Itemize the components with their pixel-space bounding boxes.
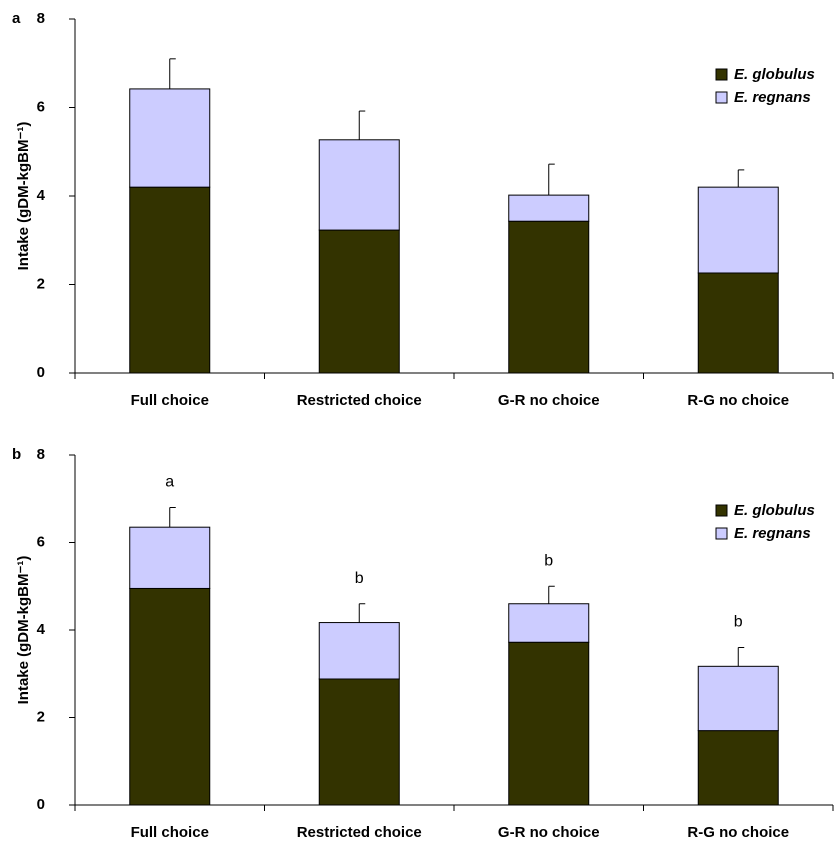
bar-segment <box>318 139 400 231</box>
bar-segment <box>508 641 590 806</box>
legend-text: E. globulus <box>734 66 815 83</box>
x-tick-label: Restricted choice <box>297 824 422 841</box>
significance-letter: a <box>165 474 174 491</box>
bar-segment <box>508 220 590 374</box>
significance-letter: b <box>544 552 553 569</box>
y-tick-label: 2 <box>37 708 45 725</box>
bar-segment <box>508 194 590 222</box>
y-tick-label: 0 <box>37 796 45 813</box>
legend-text: E. regnans <box>734 525 811 542</box>
chart-panel: b Intake (gDM-kgBM⁻¹) 0 2 4 6 8 Full choice a Res… <box>12 446 834 841</box>
y-tick-label: 4 <box>37 621 46 638</box>
chart-panel: a Intake (gDM-kgBM⁻¹) 0 2 4 6 8 Full choice Rest… <box>12 10 834 409</box>
panel-label: b <box>12 446 21 463</box>
bar-segment <box>697 272 779 374</box>
x-tick-label: R-G no choice <box>687 392 789 409</box>
y-tick-label: 0 <box>37 364 45 381</box>
y-tick-label: 6 <box>37 98 45 115</box>
bar-segment <box>129 186 211 374</box>
bar-segment <box>697 730 779 806</box>
bar-segment <box>129 88 211 188</box>
x-tick-label: Full choice <box>131 392 209 409</box>
bar-segment <box>318 678 400 806</box>
bar-segment <box>697 186 779 274</box>
legend-swatch <box>715 68 728 81</box>
bar-segment <box>129 587 211 806</box>
panel-label: a <box>12 10 21 27</box>
x-tick-label: R-G no choice <box>687 824 789 841</box>
bar-segment <box>318 229 400 374</box>
x-tick-label: Full choice <box>131 824 209 841</box>
significance-letter: b <box>734 614 743 631</box>
bar-segment <box>318 622 400 680</box>
legend-swatch <box>715 527 728 540</box>
x-tick-label: Restricted choice <box>297 392 422 409</box>
y-tick-label: 2 <box>37 275 45 292</box>
x-tick-label: G-R no choice <box>498 392 600 409</box>
legend-text: E. regnans <box>734 89 811 106</box>
bar-segment <box>508 603 590 643</box>
x-tick-label: G-R no choice <box>498 824 600 841</box>
y-tick-label: 6 <box>37 533 45 550</box>
y-tick-label: 4 <box>37 187 46 204</box>
y-axis-label: Intake (gDM-kgBM⁻¹) <box>15 556 32 705</box>
legend-swatch <box>715 504 728 517</box>
significance-letter: b <box>355 570 364 587</box>
y-tick-label: 8 <box>37 10 45 27</box>
bar-segment <box>697 665 779 732</box>
legend-swatch <box>715 91 728 104</box>
y-axis-label: Intake (gDM-kgBM⁻¹) <box>15 122 32 271</box>
legend-text: E. globulus <box>734 502 815 519</box>
bar-segment <box>129 526 211 589</box>
y-tick-label: 8 <box>37 446 45 463</box>
